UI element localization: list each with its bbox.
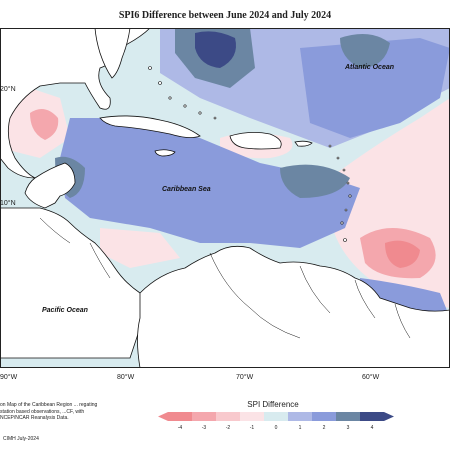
map-panel: Atlantic Ocean Caribbean Sea Pacific Oce…: [0, 28, 450, 368]
legend-tick-label: 1: [299, 425, 302, 431]
legend-tick-label: 4: [371, 425, 374, 431]
blue-anomaly-atlantic-mid: [300, 38, 450, 138]
legend-tick-label: 0: [275, 425, 278, 431]
legend-swatch: [216, 412, 240, 421]
legend-tick-label: 3: [347, 425, 350, 431]
legend-tick-label: -4: [178, 425, 183, 431]
latitude-label-10n: 10°N: [0, 200, 16, 207]
legend-arrow-left: [158, 412, 168, 421]
navy-core-bahamas: [195, 31, 236, 68]
country-borders: [39, 217, 411, 339]
legend-tick-label: -3: [202, 425, 207, 431]
land-hispaniola: [229, 132, 282, 150]
legend-swatch: [240, 412, 264, 421]
land-puerto-rico: [294, 140, 313, 147]
land-yucatan: [24, 162, 76, 209]
legend-arrow-right: [384, 412, 394, 421]
pacific-ocean-label: Pacific Ocean: [42, 307, 88, 314]
legend-swatch: [360, 412, 384, 421]
legend-colorbar: -4 -3 -2 -1 0 1 2 3 4: [158, 412, 394, 431]
land-jamaica: [154, 149, 176, 157]
latitude-label-20n: 20°N: [0, 86, 16, 93]
slate-anomaly-atlantic: [340, 34, 390, 68]
bahamas-islands: [148, 66, 217, 120]
legend-swatch: [264, 412, 288, 421]
spi-difference-map: [0, 28, 450, 368]
legend-swatch: [192, 412, 216, 421]
pink-anomaly-colombia: [100, 228, 180, 268]
longitude-label-60w: 60°W: [362, 374, 380, 381]
lesser-antilles-islands: [328, 144, 352, 242]
pink-anomaly-mexico: [30, 109, 59, 140]
land-florida: [94, 28, 131, 79]
slate-anomaly-east-caribbean: [280, 164, 350, 198]
legend-swatch: [336, 412, 360, 421]
longitude-label-70w: 70°W: [236, 374, 254, 381]
caribbean-sea-label: Caribbean Sea: [162, 186, 211, 193]
longitude-label-80w: 80°W: [117, 374, 135, 381]
legend-swatch: [168, 412, 192, 421]
blue-anomaly-caribbean: [60, 118, 360, 248]
map-title: SPI6 Difference between June 2024 and Ju…: [118, 10, 332, 21]
source-note: on Map of the Caribbean Region ... regat…: [0, 402, 98, 421]
legend-swatch: [288, 412, 312, 421]
credit-text: CIMH July-2024: [3, 436, 39, 442]
land-cuba: [99, 115, 201, 138]
legend-tick-label: 2: [323, 425, 326, 431]
legend-tick-label: -2: [226, 425, 231, 431]
land-south-america: [137, 245, 450, 368]
legend-tick-label: -1: [250, 425, 255, 431]
legend-title: SPI Difference: [247, 400, 299, 409]
legend-swatch: [312, 412, 336, 421]
longitude-label-90w: 90°W: [0, 374, 18, 381]
red-core-east: [385, 240, 420, 268]
atlantic-ocean-label: Atlantic Ocean: [345, 64, 395, 71]
